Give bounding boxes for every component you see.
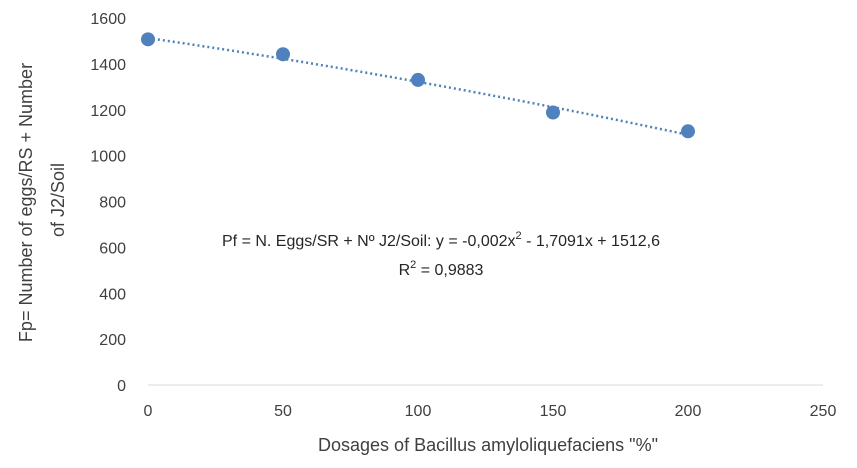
y-tick-label: 1000 — [90, 149, 126, 166]
x-tick-label: 250 — [810, 403, 837, 420]
x-tick-label: 100 — [405, 403, 432, 420]
y-tick-label: 1200 — [90, 103, 126, 120]
trendline-equation: Pf = N. Eggs/SR + Nº J2/Soil: y = -0,002… — [222, 230, 660, 250]
y-axis-title-line1: Fp= Number of eggs/RS + Number — [16, 63, 36, 342]
y-axis-ticks: 0 200 400 600 800 1000 1200 1400 1600 — [90, 11, 126, 395]
y-tick-label: 800 — [99, 195, 126, 212]
data-point — [411, 72, 425, 87]
x-axis-title: Dosages of Bacillus amyloliquefaciens "%… — [318, 435, 658, 455]
data-point — [141, 32, 155, 47]
y-tick-label: 0 — [117, 378, 126, 395]
x-tick-label: 0 — [144, 403, 153, 420]
x-tick-label: 50 — [274, 403, 292, 420]
y-tick-label: 600 — [99, 240, 126, 257]
x-tick-label: 200 — [675, 403, 702, 420]
y-tick-label: 1600 — [90, 11, 126, 28]
x-tick-label: 150 — [540, 403, 567, 420]
data-point — [276, 47, 290, 62]
r-squared-label: R2 = 0,9883 — [399, 259, 484, 279]
y-tick-label: 1400 — [90, 57, 126, 74]
y-axis-title: Fp= Number of eggs/RS + Number of J2/Soi… — [16, 58, 68, 342]
data-point — [681, 124, 695, 139]
y-tick-label: 400 — [99, 286, 126, 303]
y-axis-title-line2: of J2/Soil — [48, 163, 68, 237]
data-point — [546, 105, 560, 120]
trendline — [147, 36, 689, 137]
x-axis-ticks: 0 50 100 150 200 250 — [144, 403, 837, 420]
data-points — [141, 32, 695, 139]
y-tick-label: 200 — [99, 332, 126, 349]
